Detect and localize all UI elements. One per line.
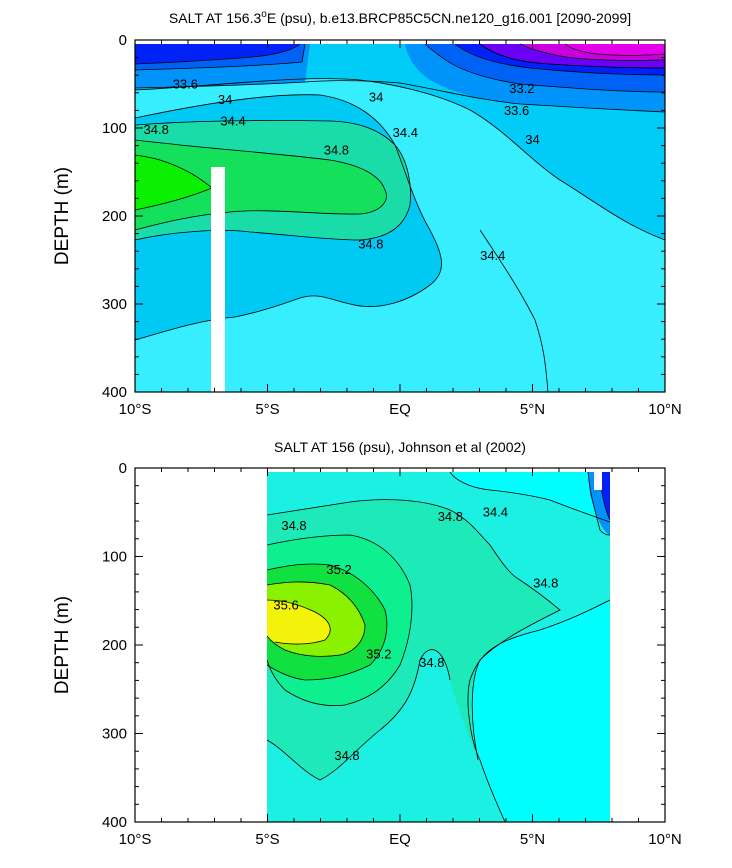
contour-lines-bottom [267, 472, 610, 822]
contour-label: 34.8 [144, 122, 169, 137]
x-tick-label: EQ [389, 831, 411, 848]
title-top: SALT AT 156.3oE (psu), b.e13.BRCP85C5CN.… [169, 9, 631, 26]
contour-label: 34 [218, 92, 232, 107]
band-34-4-right [468, 600, 610, 822]
band-35-2 [135, 140, 387, 230]
axis-ticks-top: 10°S 5°S EQ 5°N 10°N 0 100 200 300 400 [102, 32, 682, 418]
band-34-4-bottom [267, 472, 610, 522]
contour-label: 33.2 [509, 81, 534, 96]
contour-label: 34.4 [220, 113, 245, 128]
contour-label: 34.4 [483, 505, 508, 520]
band-32-2 [565, 44, 665, 56]
x-tick-label: 10°N [648, 831, 682, 848]
missing-data-column [211, 167, 225, 392]
panel-bottom: SALT AT 156 (psu), Johnson et al (2002) [52, 439, 682, 848]
y-tick-label: 400 [102, 814, 127, 831]
y-tick-label: 200 [102, 208, 127, 225]
contour-label: 35.6 [273, 598, 298, 613]
contour-labels-bottom: 34.8 35.2 35.6 35.2 34.8 34.8 34.8 34.4 34.8 [273, 505, 558, 763]
contour-label: 35.2 [366, 646, 391, 661]
contour-label: 33.6 [173, 76, 198, 91]
contour-labels-top: 33.6 34 34 33.2 33.6 34 34.4 34.4 34.8 34.8 34.8 34… [144, 76, 540, 263]
contour-label: 34 [369, 90, 383, 105]
y-tick-label: 100 [102, 549, 127, 566]
contour-label: 34 [525, 132, 539, 147]
x-tick-label: 10°S [119, 831, 152, 848]
contour-label: 34.8 [281, 518, 306, 533]
x-tick-label: 5°S [255, 831, 279, 848]
contour-label: 34.8 [419, 655, 444, 670]
y-tick-label: 100 [102, 120, 127, 137]
title-bottom: SALT AT 156 (psu), Johnson et al (2002) [274, 439, 526, 455]
band-35-6 [135, 155, 212, 210]
x-tick-label: 5°N [520, 831, 545, 848]
contour-label: 34.4 [480, 248, 505, 263]
band-very-low-corner [600, 472, 610, 520]
contour-field-top [135, 43, 665, 392]
ylabel-bottom: DEPTH (m) [52, 596, 73, 694]
y-tick-label: 0 [119, 32, 127, 49]
x-tick-label: 10°S [119, 401, 152, 418]
panel-top: SALT AT 156.3oE (psu), b.e13.BRCP85C5CN.… [52, 9, 682, 418]
y-tick-label: 400 [102, 384, 127, 401]
y-tick-label: 300 [102, 296, 127, 313]
y-tick-label: 300 [102, 726, 127, 743]
contour-label: 34.8 [533, 575, 558, 590]
contour-label: 34.8 [334, 748, 359, 763]
contour-field-bottom [267, 472, 610, 822]
contour-label: 34.4 [393, 125, 418, 140]
contour-label: 34.8 [438, 509, 463, 524]
x-tick-label: 10°N [648, 401, 682, 418]
contour-label: 34.8 [324, 142, 349, 157]
band-36-4-bottom [267, 600, 331, 645]
contour-label: 33.6 [504, 103, 529, 118]
missing-data-notch [594, 472, 602, 490]
y-tick-label: 0 [119, 460, 127, 477]
axis-ticks-bottom: 10°S 5°S EQ 5°N 10°N 0 100 200 300 400 [102, 460, 682, 848]
x-tick-label: EQ [389, 401, 411, 418]
contour-label: 34.8 [358, 237, 383, 252]
contour-label: 35.2 [326, 562, 351, 577]
y-tick-label: 200 [102, 637, 127, 654]
contour-lines-top [135, 43, 665, 392]
x-tick-label: 5°N [520, 401, 545, 418]
x-tick-label: 5°S [255, 401, 279, 418]
ylabel-top: DEPTH (m) [52, 167, 73, 265]
